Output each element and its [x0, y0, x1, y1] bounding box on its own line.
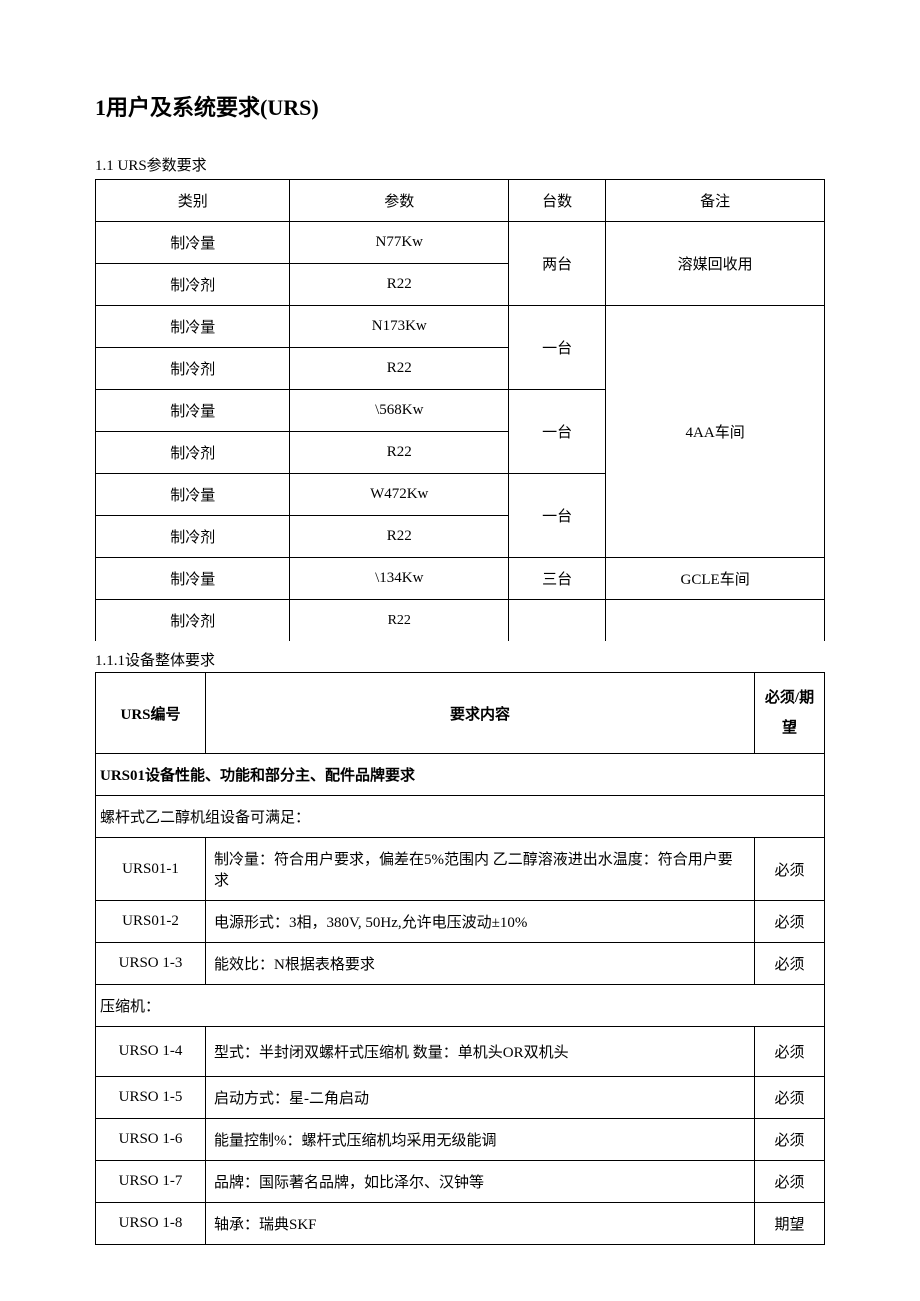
- section-1-title: 1.1 URS参数要求: [95, 154, 825, 175]
- cell-param: N173Kw: [290, 306, 509, 348]
- table-row: 制冷剂 R22: [96, 600, 825, 642]
- cell-content: 轴承：瑞典SKF: [206, 1203, 755, 1245]
- cell-qty: 三台: [509, 558, 606, 600]
- section-label: URS01设备性能、功能和部分主、配件品牌要求: [96, 754, 825, 796]
- cell-qty: 一台: [509, 306, 606, 390]
- cell-qty: 一台: [509, 474, 606, 558]
- section-row: URS01设备性能、功能和部分主、配件品牌要求: [96, 754, 825, 796]
- sub-label: 压缩机：: [96, 985, 825, 1027]
- cell-category: 制冷量: [96, 222, 290, 264]
- cell-qty: 两台: [509, 222, 606, 306]
- cell-note: GCLE车间: [606, 558, 825, 600]
- table-row: URS01-1 制冷量：符合用户要求，偏差在5%范围内 乙二醇溶液进出水温度：符…: [96, 838, 825, 901]
- cell-category: 制冷量: [96, 306, 290, 348]
- cell-content: 能效比：N根据表格要求: [206, 943, 755, 985]
- table-row: URSO 1-4 型式：半封闭双螺杆式压缩机 数量：单机头OR双机头 必须: [96, 1027, 825, 1077]
- header-qty: 台数: [509, 180, 606, 222]
- cell-id: URSO 1-7: [96, 1161, 206, 1203]
- cell-param: R22: [290, 600, 509, 642]
- cell-category: 制冷量: [96, 474, 290, 516]
- cell-param: W472Kw: [290, 474, 509, 516]
- cell-note: 4AA车间: [606, 306, 825, 558]
- cell-content: 电源形式：3相，380V, 50Hz,允许电压波动±10%: [206, 901, 755, 943]
- table-row: URSO 1-5 启动方式：星-二角启动 必须: [96, 1077, 825, 1119]
- table-row: URSO 1-6 能量控制%：螺杆式压缩机均采用无级能调 必须: [96, 1119, 825, 1161]
- cell-req: 必须: [755, 1027, 825, 1077]
- cell-req: 必须: [755, 901, 825, 943]
- urs-requirements-table: URS编号 要求内容 必须/期望 URS01设备性能、功能和部分主、配件品牌要求…: [95, 672, 825, 1245]
- cell-content: 品牌：国际著名品牌，如比泽尔、汉钟等: [206, 1161, 755, 1203]
- header-requirement: 必须/期望: [755, 673, 825, 754]
- cell-param: \568Kw: [290, 390, 509, 432]
- cell-category: 制冷剂: [96, 348, 290, 390]
- table-row: URS01-2 电源形式：3相，380V, 50Hz,允许电压波动±10% 必须: [96, 901, 825, 943]
- header-note: 备注: [606, 180, 825, 222]
- cell-note: [606, 600, 825, 642]
- table-header-row: 类别 参数 台数 备注: [96, 180, 825, 222]
- cell-req: 必须: [755, 1077, 825, 1119]
- cell-category: 制冷剂: [96, 600, 290, 642]
- header-category: 类别: [96, 180, 290, 222]
- table-row: 制冷量 \134Kw 三台 GCLE车间: [96, 558, 825, 600]
- cell-id: URSO 1-4: [96, 1027, 206, 1077]
- cell-id: URSO 1-8: [96, 1203, 206, 1245]
- cell-content: 能量控制%：螺杆式压缩机均采用无级能调: [206, 1119, 755, 1161]
- cell-id: URSO 1-5: [96, 1077, 206, 1119]
- urs-params-table: 类别 参数 台数 备注 制冷量 N77Kw 两台 溶媒回收用 制冷剂 R22 制…: [95, 179, 825, 641]
- cell-content: 启动方式：星-二角启动: [206, 1077, 755, 1119]
- table-row: URSO 1-7 品牌：国际著名品牌，如比泽尔、汉钟等 必须: [96, 1161, 825, 1203]
- cell-note: 溶媒回收用: [606, 222, 825, 306]
- cell-content: 型式：半封闭双螺杆式压缩机 数量：单机头OR双机头: [206, 1027, 755, 1077]
- section-2-title: 1.1.1设备整体要求: [95, 649, 825, 670]
- cell-qty: [509, 600, 606, 642]
- cell-content: 制冷量：符合用户要求，偏差在5%范围内 乙二醇溶液进出水温度：符合用户要求: [206, 838, 755, 901]
- cell-category: 制冷量: [96, 390, 290, 432]
- page-title: 1用户及系统要求(URS): [95, 90, 825, 122]
- cell-id: URS01-2: [96, 901, 206, 943]
- cell-param: R22: [290, 432, 509, 474]
- sub-row: 压缩机：: [96, 985, 825, 1027]
- cell-param: R22: [290, 348, 509, 390]
- cell-req: 必须: [755, 1161, 825, 1203]
- table-row: 制冷量 N173Kw 一台 4AA车间: [96, 306, 825, 348]
- cell-req: 期望: [755, 1203, 825, 1245]
- cell-param: N77Kw: [290, 222, 509, 264]
- cell-id: URS01-1: [96, 838, 206, 901]
- sub-label: 螺杆式乙二醇机组设备可满足：: [96, 796, 825, 838]
- cell-category: 制冷剂: [96, 264, 290, 306]
- cell-id: URSO 1-6: [96, 1119, 206, 1161]
- header-param: 参数: [290, 180, 509, 222]
- cell-req: 必须: [755, 1119, 825, 1161]
- cell-category: 制冷量: [96, 558, 290, 600]
- table-row: URSO 1-8 轴承：瑞典SKF 期望: [96, 1203, 825, 1245]
- sub-row: 螺杆式乙二醇机组设备可满足：: [96, 796, 825, 838]
- cell-param: R22: [290, 516, 509, 558]
- cell-qty: 一台: [509, 390, 606, 474]
- cell-param: \134Kw: [290, 558, 509, 600]
- cell-req: 必须: [755, 943, 825, 985]
- header-urs-id: URS编号: [96, 673, 206, 754]
- cell-category: 制冷剂: [96, 516, 290, 558]
- table-row: URSO 1-3 能效比：N根据表格要求 必须: [96, 943, 825, 985]
- cell-req: 必须: [755, 838, 825, 901]
- cell-id: URSO 1-3: [96, 943, 206, 985]
- table-header-row: URS编号 要求内容 必须/期望: [96, 673, 825, 754]
- header-content: 要求内容: [206, 673, 755, 754]
- cell-category: 制冷剂: [96, 432, 290, 474]
- table-row: 制冷量 N77Kw 两台 溶媒回收用: [96, 222, 825, 264]
- cell-param: R22: [290, 264, 509, 306]
